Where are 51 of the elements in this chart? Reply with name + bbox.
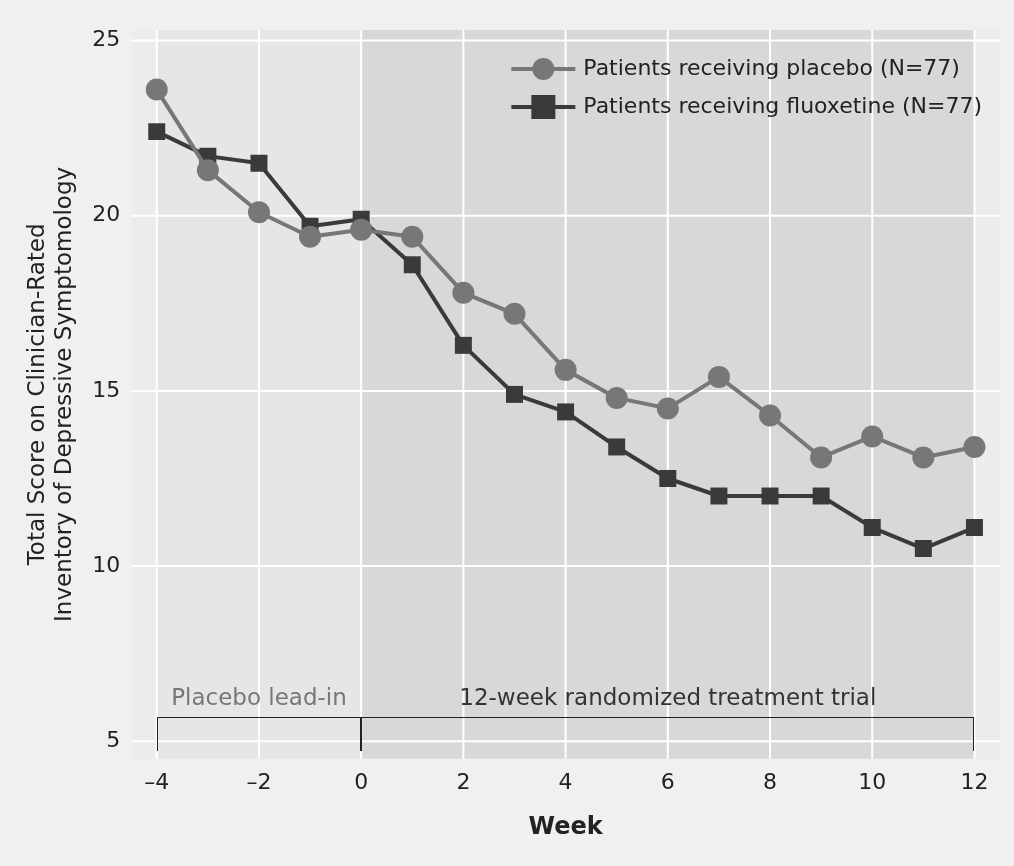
point — [605, 386, 628, 409]
point — [863, 519, 881, 537]
x-tick-label: 2 — [456, 768, 471, 794]
point — [707, 365, 730, 388]
point — [350, 218, 373, 241]
point — [554, 358, 577, 381]
y-tick-label: 15 — [92, 376, 121, 402]
point — [656, 397, 679, 420]
band-label: Placebo lead-in — [171, 684, 347, 711]
y-tick-label: 10 — [92, 551, 121, 577]
x-tick-label: 0 — [354, 768, 369, 794]
point — [761, 487, 779, 505]
point — [557, 403, 575, 421]
point — [148, 123, 166, 141]
x-tick-label: –2 — [246, 768, 272, 794]
point — [965, 519, 983, 537]
x-axis-title: Week — [528, 811, 604, 840]
point — [145, 78, 168, 101]
legend-label: Patients receiving placebo (N=77) — [583, 54, 960, 80]
point — [914, 540, 932, 558]
x-tick-label: –4 — [144, 768, 170, 794]
x-tick-label: 6 — [660, 768, 675, 794]
point — [912, 446, 935, 469]
point — [401, 225, 424, 248]
point — [250, 154, 268, 172]
point — [659, 470, 677, 487]
legend-label: Patients receiving fluoxetine (N=77) — [583, 92, 982, 118]
point — [963, 435, 986, 458]
y-tick-label: 20 — [92, 201, 121, 227]
point — [506, 385, 523, 403]
x-tick-label: 12 — [960, 768, 989, 794]
point — [247, 201, 270, 224]
point — [503, 302, 526, 325]
y-axis-title: Total Score on Clinician-Rated Inventory of Depressive Symptomology — [22, 166, 77, 622]
x-tick-label: 4 — [558, 768, 573, 794]
point — [810, 446, 833, 469]
point — [403, 256, 421, 274]
point — [812, 487, 830, 505]
point — [452, 281, 475, 304]
y-tick-label: 25 — [92, 26, 121, 52]
point — [608, 438, 626, 456]
y-tick-label: 5 — [106, 727, 121, 752]
point — [196, 159, 219, 182]
point — [299, 225, 322, 248]
band-label: 12-week randomized treatment trial — [459, 684, 877, 711]
x-tick-label: 8 — [763, 768, 778, 794]
point — [861, 425, 884, 448]
point — [710, 487, 728, 505]
x-tick-label: 10 — [858, 768, 887, 794]
point — [759, 404, 782, 427]
point — [454, 336, 472, 354]
